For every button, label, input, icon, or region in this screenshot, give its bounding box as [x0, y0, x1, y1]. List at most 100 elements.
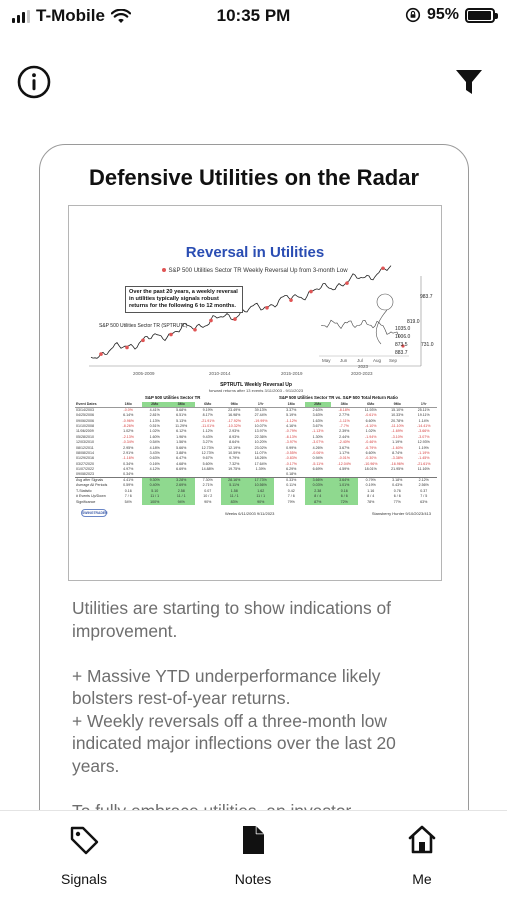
table-cell: 0.40% — [141, 483, 168, 489]
table-cell: 1.96% — [176, 434, 187, 439]
table-cell: 1.58 — [221, 488, 248, 495]
table-cell: 7 / 6 — [287, 494, 295, 499]
table-cell: -0.83% — [285, 456, 297, 461]
table-cell: 1Yr — [247, 402, 274, 408]
battery-level — [468, 10, 491, 20]
table-cell: 11.07% — [254, 450, 267, 455]
zoom-series-line — [320, 319, 400, 338]
table-cell: 2.77% — [339, 413, 350, 418]
table-cell: 3.67% — [312, 423, 323, 428]
chart-legend-text: S&P 500 Utilities Sector TR Weekly Rever… — [168, 268, 348, 274]
table-cell: 03/14/2003 — [76, 408, 94, 412]
table-cell: 2Mo — [304, 402, 331, 408]
table-cell: 3.88% — [176, 450, 187, 455]
table-row: 01/07/2022 4.97% 4.12% 6.69% 14.88% 19.75% 1.3… — [75, 467, 437, 472]
reversal-marker — [169, 332, 173, 337]
table-cell: 6.60% — [365, 418, 376, 423]
table-cell: 04/25/2006 — [76, 413, 94, 418]
table-cell: 6Mo — [194, 402, 221, 408]
table-row: Event Dates 1Mo 2Mo 3Mo 6Mo 9Mo 1Yr 1Mo 2Mo 3Mo 6M… — [75, 402, 437, 408]
tab-signals[interactable]: Signals — [34, 823, 134, 887]
table-cell: 3.43% — [149, 450, 160, 455]
table-cell: 0.59% — [123, 483, 134, 488]
table-cell: 1.19% — [418, 445, 429, 450]
reversal-marker — [125, 345, 129, 350]
filter-button[interactable] — [453, 66, 485, 98]
table-cell: -1.16% — [122, 456, 134, 461]
note-icon — [243, 826, 264, 854]
table-cell: 6.69% — [176, 467, 187, 472]
table-cell: -1.94% — [365, 434, 377, 439]
chart-image[interactable]: Reversal in Utilities S&P 500 Utilities … — [68, 205, 442, 581]
tab-notes[interactable]: Notes — [203, 823, 303, 887]
table-cell: 1.16 — [367, 488, 375, 493]
table-row: 09/08/2023 0.34% 0.18% — [75, 472, 437, 478]
table-cell: 0.34% — [123, 461, 134, 466]
status-right: 95% — [405, 6, 498, 24]
table-cell: 1.14% — [418, 418, 429, 423]
table-cell: 6.14% — [123, 413, 134, 418]
table-cell: 10.59% — [228, 450, 241, 455]
table-cell: 2.91% — [123, 450, 134, 455]
table-row: 08/12/2011 2.95% 4.18% 5.66% 12.73% 12.19% 23.… — [75, 445, 437, 450]
status-time: 10:35 PM — [216, 6, 291, 25]
table-cell: 12.73% — [201, 450, 214, 455]
table-cell: -19.99% — [254, 418, 268, 423]
table-cell: 18.26% — [254, 456, 267, 461]
table-cell: 5.13% — [176, 418, 187, 423]
body-paragraph: + Massive YTD underperformance likely bo… — [72, 665, 381, 709]
table-cell: -10.96% — [364, 461, 378, 466]
table-cell: 4.59% — [339, 467, 350, 472]
table-row: 12/03/2010 -0.34% 0.54% 1.56% 3.27% 8.64% 10.2… — [75, 440, 437, 445]
table-cell: -0.61% — [365, 413, 377, 418]
reversal-marker — [209, 318, 213, 323]
table-cell: 2.93% — [229, 429, 240, 434]
table-separator — [274, 477, 278, 484]
orientation-lock-icon — [405, 7, 421, 23]
table-row: 08/08/2014 2.91% 3.43% 3.88% 12.73% 10.59% 11.… — [75, 451, 437, 456]
table-cell: 0.99% — [286, 445, 297, 450]
table-cell: -1.13% — [312, 429, 324, 434]
table-cell: 3.18% — [384, 477, 411, 484]
tab-me[interactable]: Me — [372, 823, 472, 887]
table-cell: 83% — [221, 499, 248, 505]
table-cell: 54% — [124, 499, 132, 504]
table-cell: 6.29% — [286, 467, 297, 472]
table-cell: 4.12% — [149, 467, 160, 472]
table-cell: -3.10% — [391, 434, 403, 439]
table-cell: 2.63% — [312, 408, 323, 412]
table-cell: 2.12% — [410, 477, 437, 484]
value-label: 983.7 — [420, 294, 433, 300]
table-cell: 0.11% — [286, 483, 297, 488]
table-cell: 0.34% — [123, 472, 134, 477]
table-cell: 1.02% — [365, 429, 376, 434]
value-label: 873.5 — [395, 342, 408, 348]
table-cell: 1Mo — [278, 402, 305, 408]
table-cell: 11.29% — [175, 423, 188, 428]
body-paragraph: + Weekly reversals off a three-month low… — [72, 710, 396, 776]
table-cell: -17.92% — [227, 418, 241, 423]
table-cell: 7.30% — [194, 477, 221, 484]
table-cell: 10.33% — [391, 413, 404, 418]
table-cell: Significance — [76, 499, 96, 504]
table-cell: -1.11% — [338, 418, 350, 423]
status-bar: T-Mobile 10:35 PM 95% — [0, 0, 507, 34]
zoom-x-label: Jul — [357, 358, 363, 363]
table-cell: 8 / 4 — [367, 494, 375, 499]
cellular-signal-icon — [12, 9, 30, 23]
x-axis-label: 2020-2023 — [351, 371, 373, 376]
table-cell: 0.63% — [149, 456, 160, 461]
tag-icon — [70, 826, 99, 855]
table-cell: 0.16% — [149, 461, 160, 466]
table-cell: -0.79% — [285, 429, 297, 434]
signal-card[interactable]: Defensive Utilities on the Radar Reversa… — [39, 144, 469, 844]
reversal-marker — [141, 338, 145, 343]
info-button[interactable] — [16, 64, 52, 100]
table-cell: 8.64% — [229, 440, 240, 445]
table-cell: 17.73% — [247, 477, 274, 484]
table-cell: 10.20% — [254, 440, 267, 445]
table-cell: 23.49% — [228, 408, 241, 412]
bottom-tab-bar: Signals Notes Me — [0, 810, 507, 900]
table-cell: 2.71% — [202, 483, 213, 488]
table-cell: 11 / 1 — [141, 494, 168, 500]
